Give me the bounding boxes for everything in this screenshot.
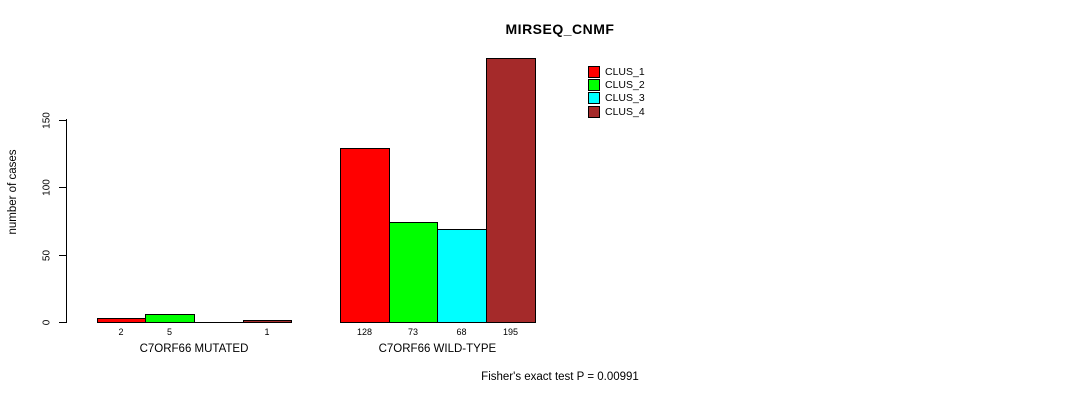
bar-value-label: 2 [118, 327, 124, 337]
bar-clus_1 [97, 318, 146, 323]
bar-value-label: 195 [502, 327, 519, 337]
y-tick-label: 0 [41, 319, 53, 326]
legend-label: CLUS_2 [605, 79, 645, 92]
bar-clus_1 [340, 148, 390, 323]
y-axis-label: number of cases [7, 149, 19, 235]
bar-value-label: 68 [456, 327, 467, 337]
legend-item-clus_1: CLUS_1 [588, 65, 645, 78]
legend: CLUS_1 CLUS_2 CLUS_3 CLUS_4 [588, 65, 645, 119]
group-label: C7ORF66 WILD-TYPE [378, 343, 497, 355]
y-tick-label: 100 [41, 179, 53, 196]
legend-label: CLUS_3 [605, 92, 645, 105]
bar-clus_2 [145, 314, 195, 323]
legend-item-clus_3: CLUS_3 [588, 92, 645, 105]
bar-clus_2 [389, 222, 438, 323]
legend-swatch-icon [588, 105, 600, 118]
legend-swatch-icon [588, 65, 600, 78]
group-label: C7ORF66 MUTATED [139, 343, 249, 355]
legend-swatch-icon [588, 79, 600, 92]
bar-clus_4 [486, 58, 536, 323]
legend-item-clus_4: CLUS_4 [588, 105, 645, 118]
annotation-text: Fisher's exact test P = 0.00991 [481, 371, 639, 383]
chart-title: MIRSEQ_CNMF [505, 21, 615, 37]
y-tick-label: 150 [41, 112, 53, 129]
bar-value-label: 128 [356, 327, 373, 337]
y-axis-line [66, 119, 67, 323]
y-tick-mark [59, 322, 66, 323]
bar-value-label: 73 [407, 327, 418, 337]
y-tick-mark [59, 187, 66, 188]
legend-item-clus_2: CLUS_2 [588, 78, 645, 92]
y-tick-label: 50 [41, 249, 53, 262]
bar-clus_3 [194, 322, 244, 323]
bar-value-label: 1 [264, 327, 270, 337]
bar-value-label: 5 [166, 327, 172, 337]
bar-clus_3 [437, 229, 487, 323]
legend-label: CLUS_1 [605, 65, 645, 78]
legend-swatch-icon [588, 92, 600, 105]
bar-clus_4 [243, 320, 292, 323]
y-tick-mark [59, 255, 66, 256]
legend-label: CLUS_4 [605, 105, 645, 118]
y-tick-mark [59, 120, 66, 121]
